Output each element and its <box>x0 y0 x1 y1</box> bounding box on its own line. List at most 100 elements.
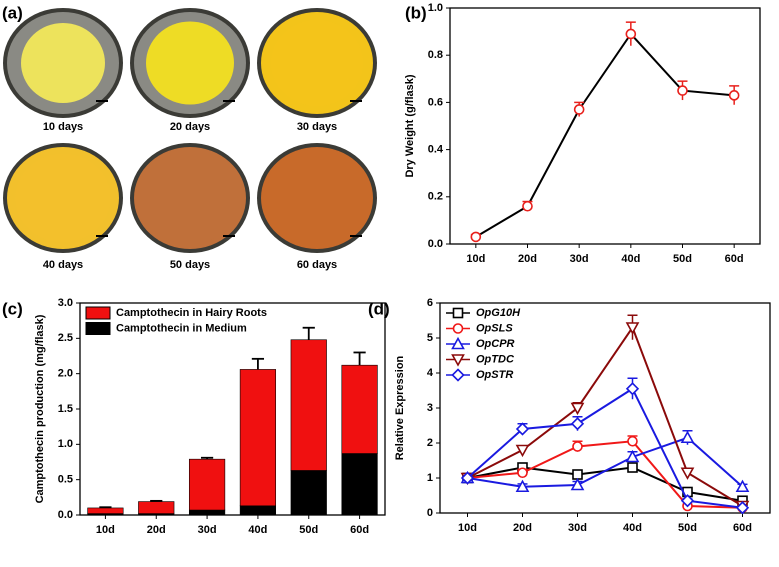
bar-segment <box>341 453 378 516</box>
marker <box>573 104 585 115</box>
marker <box>625 449 640 463</box>
legend-swatch <box>85 306 111 320</box>
marker <box>452 323 464 334</box>
y-tick-label: 1 <box>427 472 433 484</box>
y-tick-label: 2.0 <box>58 368 73 380</box>
marker <box>570 417 585 431</box>
legend-swatch <box>85 322 111 335</box>
x-tick-label: 40d <box>248 524 267 536</box>
marker <box>728 90 740 101</box>
marker <box>680 467 695 480</box>
y-tick-label: 0.4 <box>428 144 444 156</box>
legend-label: Camptothecin in Medium <box>116 322 247 334</box>
y-tick-label: 0.0 <box>58 509 73 521</box>
bar-segment <box>290 470 327 516</box>
x-tick-label: 20d <box>518 253 537 265</box>
marker <box>627 462 638 473</box>
marker <box>680 430 695 444</box>
plot-frame <box>79 302 386 516</box>
x-tick-label: 60d <box>725 253 744 265</box>
y-tick-label: 1.0 <box>58 438 73 450</box>
y-tick-label: 5 <box>427 332 433 344</box>
y-tick-label: 3.0 <box>58 297 73 309</box>
x-tick-label: 20d <box>513 522 532 534</box>
x-tick-label: 30d <box>570 253 589 265</box>
bar-segment <box>138 501 175 514</box>
marker <box>572 441 583 452</box>
y-tick-label: 0 <box>427 507 433 519</box>
marker <box>522 200 533 212</box>
legend-label: OpSLS <box>476 322 513 334</box>
image-caption: 30 days <box>297 121 337 133</box>
y-tick-label: 0.6 <box>428 96 443 108</box>
legend-label: OpG10H <box>476 307 521 319</box>
x-tick-label: 10d <box>96 524 115 536</box>
line <box>466 387 743 509</box>
y-tick-label: 0.0 <box>428 238 443 250</box>
marker <box>451 354 465 367</box>
marker <box>677 85 688 96</box>
bar-segment <box>239 505 277 516</box>
x-tick-label: 50d <box>678 522 697 534</box>
marker <box>570 402 585 416</box>
marker <box>460 471 475 485</box>
y-tick-label: 0.8 <box>428 49 443 61</box>
marker <box>625 322 640 335</box>
legend-label: OpCPR <box>476 338 515 350</box>
culture <box>271 20 363 106</box>
image-caption: 20 days <box>170 121 210 133</box>
marker <box>515 479 530 493</box>
line <box>467 325 744 507</box>
y-tick-label: 3 <box>427 402 433 414</box>
image-caption: 60 days <box>297 259 337 271</box>
x-tick-label: 10d <box>466 253 485 265</box>
bar-segment <box>188 509 226 516</box>
y-tick-label: 2.5 <box>58 332 73 344</box>
culture <box>140 152 240 244</box>
y-axis-label: Camptothecin production (mg/flask) <box>34 314 46 503</box>
culture <box>15 153 111 243</box>
x-tick-label: 60d <box>733 522 752 534</box>
marker <box>625 382 640 396</box>
x-tick-label: 40d <box>623 522 642 534</box>
image-caption: 40 days <box>43 259 83 271</box>
marker <box>572 469 583 480</box>
legend-label: Camptothecin in Hairy Roots <box>116 307 267 319</box>
y-tick-label: 1.5 <box>58 403 73 415</box>
marker <box>451 368 465 382</box>
marker <box>515 422 530 436</box>
x-tick-label: 10d <box>458 522 477 534</box>
y-tick-label: 1.0 <box>428 2 443 14</box>
marker <box>517 467 528 479</box>
marker <box>470 231 482 243</box>
marker <box>735 501 750 515</box>
marker <box>625 28 637 40</box>
marker <box>735 479 750 493</box>
legend-label: OpTDC <box>476 353 515 365</box>
y-tick-label: 6 <box>427 297 433 309</box>
line <box>475 32 735 238</box>
marker <box>627 435 638 447</box>
marker <box>515 444 530 458</box>
legend-label: OpSTR <box>476 369 513 381</box>
marker <box>452 307 464 319</box>
bar-segment <box>290 339 327 471</box>
y-axis-label: Dry Weight (g/flask) <box>404 74 416 177</box>
x-tick-label: 50d <box>673 253 692 265</box>
culture <box>21 23 105 103</box>
line <box>467 440 743 509</box>
y-tick-label: 4 <box>427 367 434 379</box>
x-tick-label: 30d <box>198 524 217 536</box>
x-tick-label: 30d <box>568 522 587 534</box>
panel-label: (a) <box>2 3 23 22</box>
culture <box>265 150 369 246</box>
image-caption: 50 days <box>170 259 210 271</box>
x-tick-label: 20d <box>147 524 166 536</box>
panel-label: (b) <box>405 3 427 22</box>
x-tick-label: 60d <box>350 524 369 536</box>
bar-segment <box>87 507 124 514</box>
culture <box>146 21 234 105</box>
marker <box>570 477 585 491</box>
x-tick-label: 50d <box>299 524 318 536</box>
